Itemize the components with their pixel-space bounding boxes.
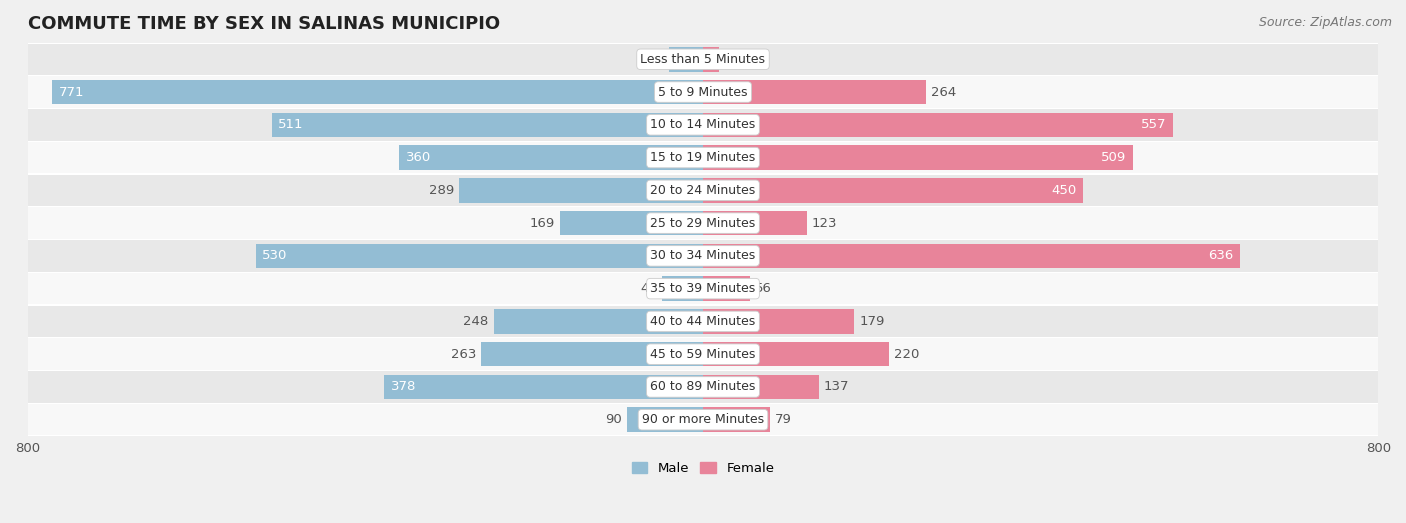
Bar (28, 174, 1378, 175)
Bar (28, 108, 1378, 109)
Bar (703, 309, 853, 334)
Bar (28, 239, 1378, 240)
Bar (703, 374, 818, 399)
Bar (703, 178, 1083, 202)
Text: 40 to 44 Minutes: 40 to 44 Minutes (651, 315, 755, 328)
Text: Source: ZipAtlas.com: Source: ZipAtlas.com (1258, 16, 1392, 29)
Text: 20 to 24 Minutes: 20 to 24 Minutes (651, 184, 755, 197)
Bar (703, 79, 927, 104)
Text: 90: 90 (605, 413, 621, 426)
Text: 30 to 34 Minutes: 30 to 34 Minutes (651, 249, 755, 263)
Bar (458, 178, 703, 202)
Bar (28, 273, 1378, 304)
Bar (28, 404, 1378, 436)
Legend: Male, Female: Male, Female (626, 457, 780, 481)
Text: 264: 264 (931, 86, 956, 98)
Text: 557: 557 (1142, 118, 1167, 131)
Bar (627, 407, 703, 432)
Bar (703, 211, 807, 235)
Text: 48: 48 (641, 282, 658, 295)
Bar (28, 173, 1378, 174)
Text: 25 to 29 Minutes: 25 to 29 Minutes (651, 217, 755, 230)
Bar (662, 276, 703, 301)
Bar (561, 211, 703, 235)
Bar (271, 112, 703, 137)
Bar (494, 309, 703, 334)
Text: 263: 263 (450, 348, 475, 361)
Text: 248: 248 (464, 315, 488, 328)
Bar (28, 109, 1378, 141)
Bar (703, 342, 889, 367)
Bar (28, 75, 1378, 76)
Text: 40: 40 (647, 53, 664, 66)
Text: 450: 450 (1050, 184, 1076, 197)
Text: 220: 220 (894, 348, 920, 361)
Bar (703, 112, 1173, 137)
Text: 56: 56 (755, 282, 772, 295)
Bar (384, 374, 703, 399)
Text: 378: 378 (391, 380, 416, 393)
Text: 771: 771 (59, 86, 84, 98)
Text: 79: 79 (775, 413, 792, 426)
Text: 360: 360 (406, 151, 432, 164)
Text: 19: 19 (724, 53, 741, 66)
Bar (28, 206, 1378, 207)
Bar (28, 141, 1378, 142)
Bar (28, 338, 1378, 370)
Text: 123: 123 (811, 217, 838, 230)
Bar (28, 337, 1378, 338)
Bar (28, 240, 1378, 271)
Text: 137: 137 (824, 380, 849, 393)
Bar (28, 175, 1378, 206)
Text: 5 to 9 Minutes: 5 to 9 Minutes (658, 86, 748, 98)
Bar (399, 145, 703, 170)
Text: 530: 530 (263, 249, 288, 263)
Bar (28, 370, 1378, 371)
Bar (28, 305, 1378, 337)
Text: 511: 511 (278, 118, 304, 131)
Text: 169: 169 (530, 217, 555, 230)
Text: 179: 179 (859, 315, 884, 328)
Bar (28, 371, 1378, 403)
Bar (703, 407, 769, 432)
Bar (52, 79, 703, 104)
Bar (703, 244, 1240, 268)
Text: 60 to 89 Minutes: 60 to 89 Minutes (651, 380, 755, 393)
Bar (28, 76, 1378, 108)
Text: 636: 636 (1208, 249, 1233, 263)
Bar (28, 403, 1378, 404)
Text: 45 to 59 Minutes: 45 to 59 Minutes (651, 348, 755, 361)
Bar (669, 47, 703, 72)
Bar (28, 304, 1378, 305)
Bar (703, 47, 718, 72)
Text: Less than 5 Minutes: Less than 5 Minutes (641, 53, 765, 66)
Bar (28, 272, 1378, 273)
Text: COMMUTE TIME BY SEX IN SALINAS MUNICIPIO: COMMUTE TIME BY SEX IN SALINAS MUNICIPIO (28, 15, 499, 33)
Bar (703, 276, 751, 301)
Text: 15 to 19 Minutes: 15 to 19 Minutes (651, 151, 755, 164)
Bar (28, 142, 1378, 173)
Bar (256, 244, 703, 268)
Bar (481, 342, 703, 367)
Bar (28, 43, 1378, 75)
Text: 35 to 39 Minutes: 35 to 39 Minutes (651, 282, 755, 295)
Text: 509: 509 (1101, 151, 1126, 164)
Text: 289: 289 (429, 184, 454, 197)
Text: 10 to 14 Minutes: 10 to 14 Minutes (651, 118, 755, 131)
Bar (28, 207, 1378, 208)
Text: 90 or more Minutes: 90 or more Minutes (643, 413, 763, 426)
Bar (28, 208, 1378, 239)
Bar (28, 271, 1378, 272)
Bar (703, 145, 1133, 170)
